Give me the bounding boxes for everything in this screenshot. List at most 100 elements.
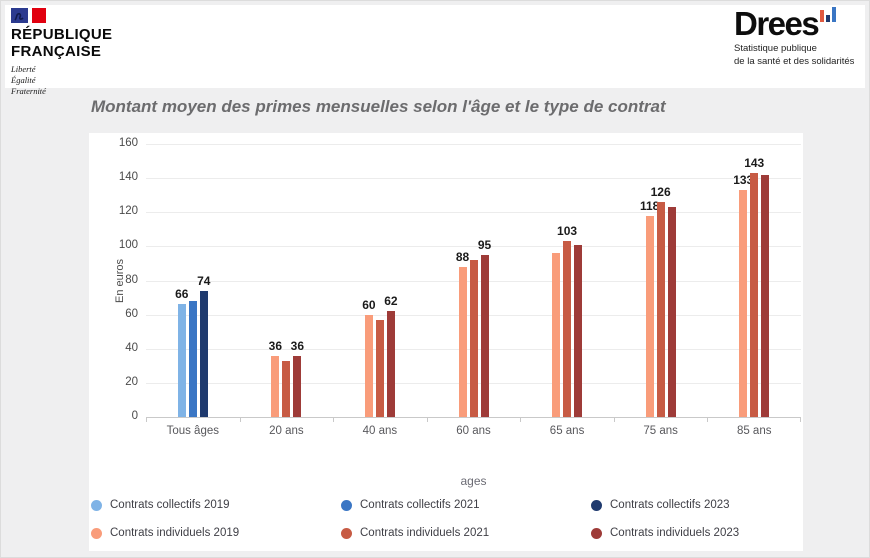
drees-bar-blue [832,7,837,22]
bar-value-label: 36 [268,338,283,353]
motto-line-1: Liberté [11,64,36,74]
bar-value-label: 66 [175,287,189,302]
bar-value-label: 103 [557,224,578,239]
bar-value-label: 126 [650,185,671,199]
y-tick-label: 0 [131,410,138,422]
x-tick-label: 75 ans [643,425,678,437]
x-axis-tick [239,417,241,422]
y-tick-label: 80 [125,273,138,286]
site-header: RÉPUBLIQUE FRANÇAISE Liberté Égalité Fra… [5,5,866,96]
bar-value-label: 60 [362,297,376,312]
legend-swatch-icon [91,527,102,539]
republique-wordmark-line2: FRANÇAISE [11,42,102,60]
chart-legend: Contrats collectifs 2019 Contrats collect… [91,499,801,547]
legend-label: Contrats individuels 2023 [610,527,740,539]
bar[interactable] [271,355,280,417]
legend-item[interactable]: Contrats individuels 2021 [341,527,489,539]
x-tick-label: 60 ans [456,425,491,437]
chart-card: En euros 0 20 40 60 80 100 120 140 160 Tous âges 6… [89,133,803,551]
marianne-flag-icon [11,8,112,24]
x-tick-label: 20 ans [269,425,304,437]
legend-label: Contrats collectifs 2023 [610,499,730,511]
bar[interactable] [282,360,291,417]
legend-swatch-icon [341,527,352,539]
bar-value-label: 62 [384,294,398,309]
drees-barchart-icon [820,7,837,26]
legend-item[interactable]: Contrats collectifs 2021 [341,499,480,511]
bar[interactable] [386,311,395,417]
motto: Liberté Égalité Fraternité [11,64,112,97]
marianne-profile-icon [14,12,24,21]
motto-line-2: Égalité [11,75,36,86]
legend-item[interactable]: Contrats individuels 2019 [91,527,239,539]
chart-title: Montant moyen des primes mensuelles selo… [91,97,666,116]
bar-value-label: 95 [477,237,492,252]
x-axis-tick [426,417,428,422]
bar[interactable] [563,241,572,417]
x-tick-label: 40 ans [362,425,398,437]
drees-bar-orange [820,10,825,22]
x-axis-tick [613,417,615,422]
legend-item[interactable]: Contrats collectifs 2023 [591,499,730,511]
bar-value-label: 74 [197,273,211,288]
bar-value-label: 88 [455,249,470,264]
gridline [146,212,801,214]
bar[interactable] [293,355,302,417]
flag-blue-panel [11,8,28,23]
legend-label: Contrats individuels 2021 [360,527,490,539]
drees-bar-navy [826,15,831,22]
bar[interactable] [761,174,770,417]
y-tick-label: 140 [118,171,138,184]
legend-swatch-icon [591,499,602,511]
bar[interactable] [458,266,467,417]
legend-label: Contrats individuels 2019 [110,527,240,539]
drees-logo[interactable]: Drees Statistique publique de la santé e… [734,7,866,69]
bar[interactable] [480,254,489,417]
republique-francaise-logo[interactable]: RÉPUBLIQUE FRANÇAISE Liberté Égalité Fra… [11,8,112,97]
bar[interactable] [177,304,186,417]
bar[interactable] [645,215,654,417]
bar-value-label: 36 [290,338,305,353]
y-tick-label: 120 [118,205,138,218]
y-tick-label: 160 [118,137,138,149]
gridline [146,144,801,145]
x-tick-label: 85 ans [736,425,772,437]
y-tick-label: 20 [125,375,138,388]
chart-plot-area: En euros 0 20 40 60 80 100 120 140 160 Tous âges 6… [114,137,801,437]
x-axis-title: ages [460,474,487,488]
flag-red-panel [32,8,46,23]
bar[interactable] [552,253,561,417]
x-tick-label: Tous âges [166,425,219,437]
bar-value-label: 143 [744,156,765,170]
bar[interactable] [667,207,676,417]
bar-value-label: 118 [639,198,660,213]
legend-item[interactable]: Contrats collectifs 2019 [91,499,230,511]
bar[interactable] [375,319,384,417]
x-axis-tick [520,417,522,422]
bar[interactable] [188,300,197,417]
bar[interactable] [750,173,759,417]
republique-wordmark-line1: RÉPUBLIQUE [11,26,113,43]
gridline [146,246,801,248]
legend-label: Contrats collectifs 2021 [360,499,480,511]
bar[interactable] [199,290,208,417]
x-tick-label: 65 ans [549,425,585,437]
legend-swatch-icon [591,527,602,539]
bar[interactable] [656,202,665,417]
legend-item[interactable]: Contrats individuels 2023 [591,527,739,539]
gridline [146,178,801,180]
drees-wordmark: Drees [734,5,820,42]
x-axis-tick [800,417,801,422]
y-tick-label: 100 [118,239,138,252]
legend-label: Contrats collectifs 2019 [110,499,230,511]
bar[interactable] [739,190,748,417]
drees-tagline-1: Statistique publique [734,43,817,54]
drees-tagline-2: de la santé et des solidarités [734,55,855,67]
legend-swatch-icon [341,499,352,511]
bar[interactable] [364,314,373,417]
bar[interactable] [574,244,583,417]
y-tick-label: 60 [125,307,138,320]
y-tick-label: 40 [125,341,138,354]
bar[interactable] [469,260,478,417]
